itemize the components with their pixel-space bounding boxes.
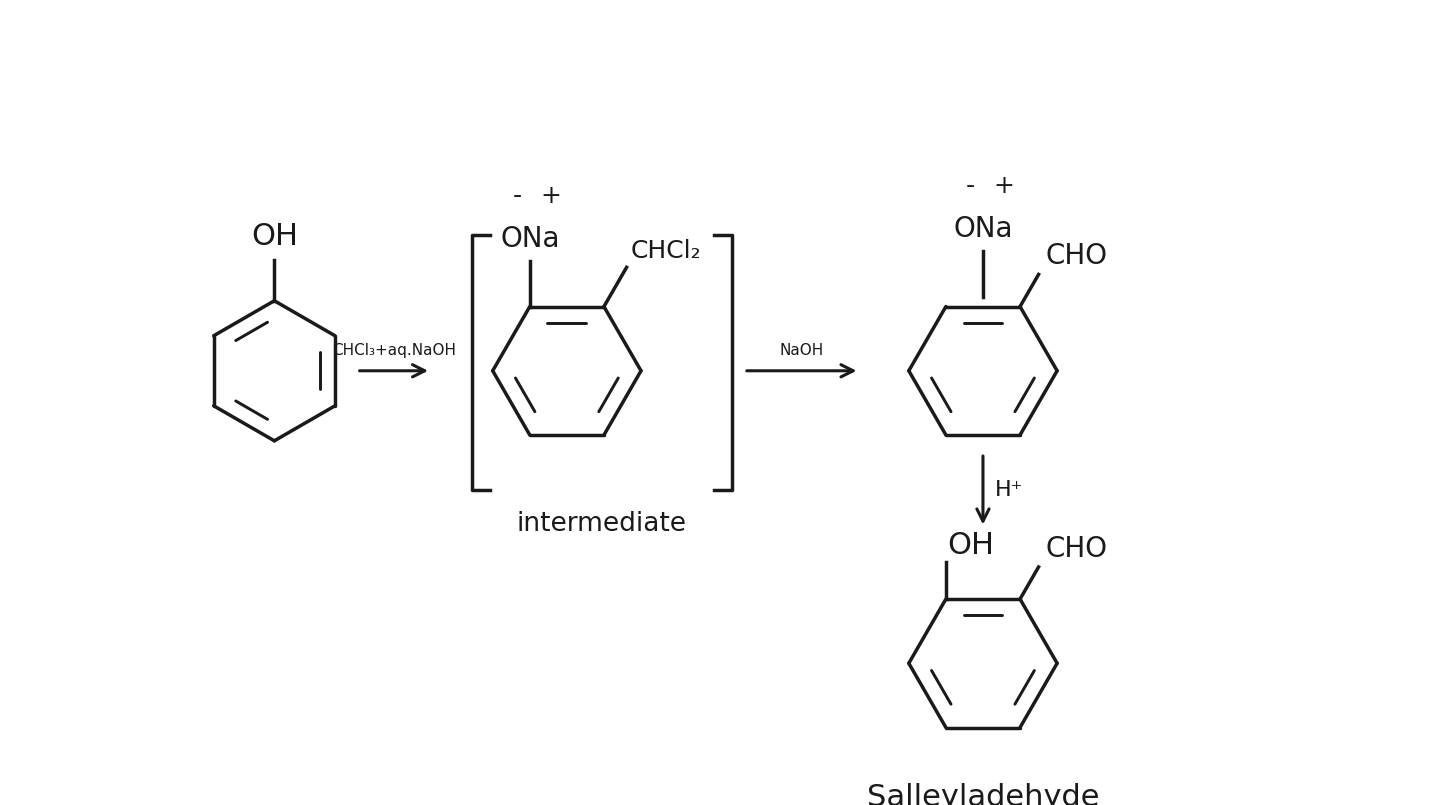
Text: +: +: [540, 184, 561, 208]
Text: CHCl₂: CHCl₂: [630, 239, 702, 263]
Text: ONa: ONa: [500, 225, 560, 253]
Text: Salleyladehyde: Salleyladehyde: [866, 782, 1100, 805]
Text: intermediate: intermediate: [517, 511, 687, 537]
Text: H⁺: H⁺: [995, 481, 1024, 500]
Text: -: -: [967, 174, 975, 198]
Text: OH: OH: [251, 222, 298, 251]
Text: NaOH: NaOH: [779, 344, 823, 358]
Text: +: +: [994, 174, 1014, 198]
Text: OH: OH: [947, 531, 994, 560]
Text: -: -: [513, 184, 523, 208]
Text: CHCl₃+aq.NaOH: CHCl₃+aq.NaOH: [332, 344, 455, 358]
Text: CHO: CHO: [1045, 535, 1107, 563]
Text: ONa: ONa: [954, 215, 1012, 243]
Text: CHO: CHO: [1045, 242, 1107, 270]
